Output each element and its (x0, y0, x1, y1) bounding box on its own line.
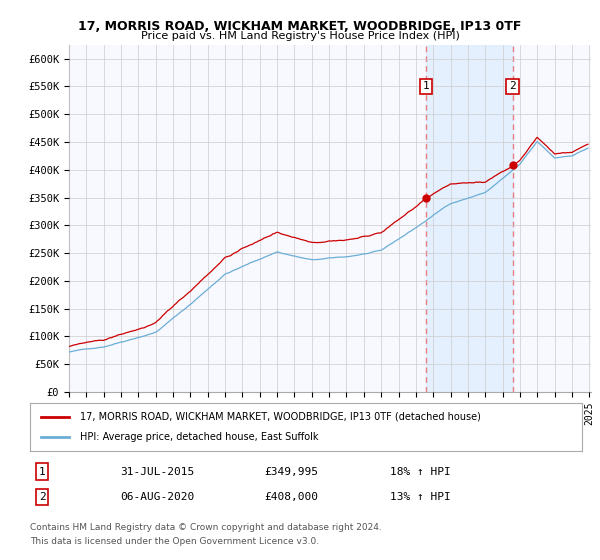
Text: 2: 2 (38, 492, 46, 502)
Text: 1: 1 (38, 466, 46, 477)
Text: £408,000: £408,000 (264, 492, 318, 502)
Text: Price paid vs. HM Land Registry's House Price Index (HPI): Price paid vs. HM Land Registry's House … (140, 31, 460, 41)
Text: 17, MORRIS ROAD, WICKHAM MARKET, WOODBRIDGE, IP13 0TF: 17, MORRIS ROAD, WICKHAM MARKET, WOODBRI… (79, 20, 521, 32)
Text: HPI: Average price, detached house, East Suffolk: HPI: Average price, detached house, East… (80, 432, 318, 442)
Text: £349,995: £349,995 (264, 466, 318, 477)
Text: This data is licensed under the Open Government Licence v3.0.: This data is licensed under the Open Gov… (30, 537, 319, 546)
Text: Contains HM Land Registry data © Crown copyright and database right 2024.: Contains HM Land Registry data © Crown c… (30, 523, 382, 532)
Bar (426, 45, 512, 392)
Text: 18% ↑ HPI: 18% ↑ HPI (390, 466, 451, 477)
Text: 31-JUL-2015: 31-JUL-2015 (120, 466, 194, 477)
Text: 2: 2 (509, 81, 516, 91)
Text: 13% ↑ HPI: 13% ↑ HPI (390, 492, 451, 502)
Text: 17, MORRIS ROAD, WICKHAM MARKET, WOODBRIDGE, IP13 0TF (detached house): 17, MORRIS ROAD, WICKHAM MARKET, WOODBRI… (80, 412, 481, 422)
Text: 06-AUG-2020: 06-AUG-2020 (120, 492, 194, 502)
Text: 1: 1 (422, 81, 429, 91)
